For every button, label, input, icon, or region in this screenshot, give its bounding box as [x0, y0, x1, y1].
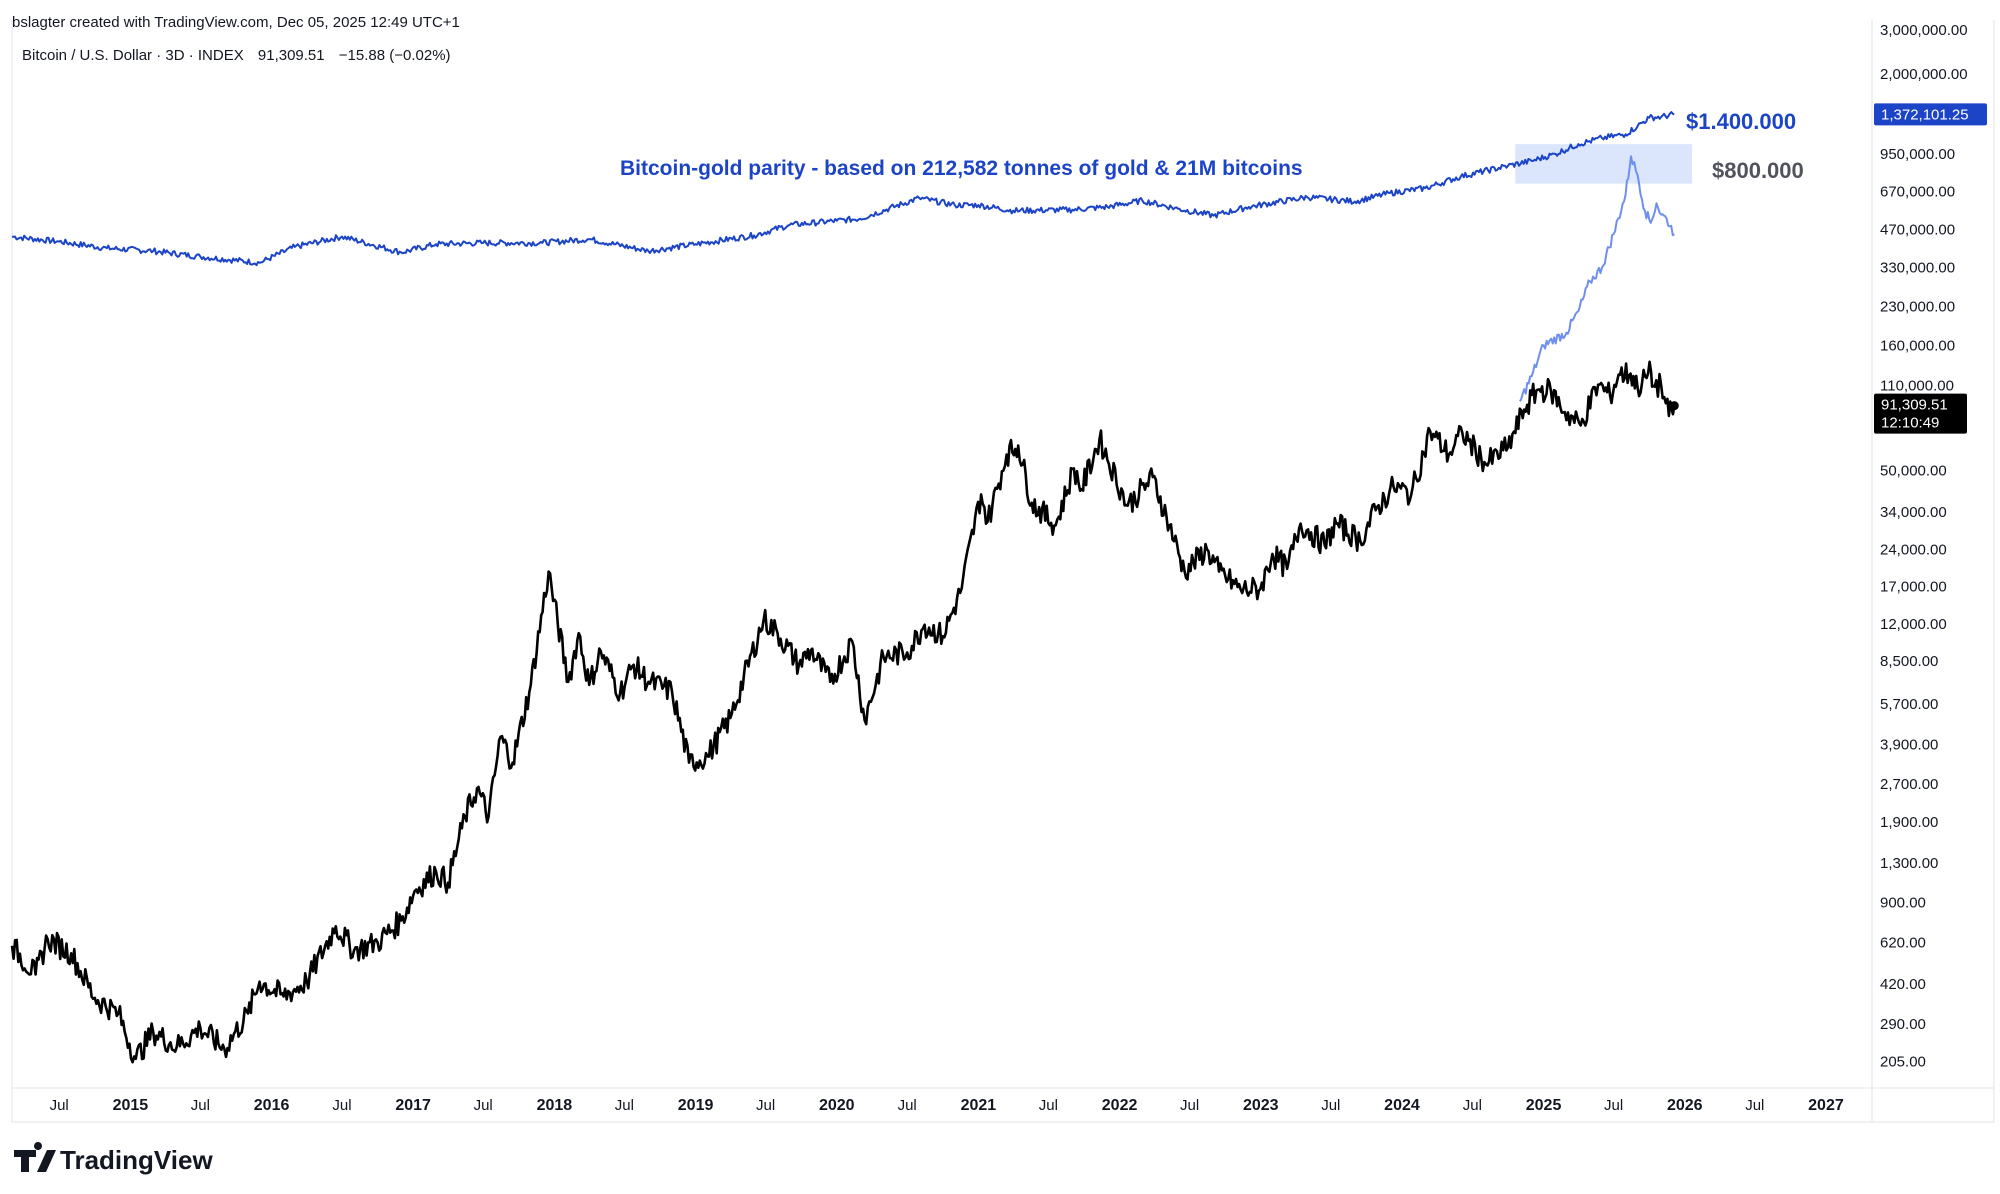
- x-tick-label: 2019: [678, 1097, 714, 1114]
- x-tick-label: 2015: [113, 1097, 149, 1114]
- y-tick-label: 50,000.00: [1880, 462, 1947, 479]
- price-change: −15.88 (−0.02%): [339, 47, 451, 64]
- symbol-name: Bitcoin / U.S. Dollar · 3D · INDEX: [22, 47, 244, 64]
- x-tick-label: 2020: [819, 1097, 855, 1114]
- gold-parity-projection-line: [1519, 155, 1675, 402]
- blue-price-tag-text: 1,372,101.25: [1881, 106, 1969, 123]
- y-tick-label: 620.00: [1880, 934, 1926, 951]
- y-tick-label: 17,000.00: [1880, 578, 1947, 595]
- x-tick-label: Jul: [756, 1097, 775, 1114]
- last-price: 91,309.51: [258, 47, 325, 64]
- x-tick-label: 2027: [1808, 1097, 1844, 1114]
- y-tick-label: 900.00: [1880, 894, 1926, 911]
- x-tick-label: 2022: [1102, 1097, 1138, 1114]
- y-tick-label: 5,700.00: [1880, 696, 1938, 713]
- parity-annotation: Bitcoin-gold parity - based on 212,582 t…: [620, 157, 1303, 180]
- plot-frame: [11, 20, 1995, 1123]
- y-tick-label: 24,000.00: [1880, 541, 1947, 558]
- y-tick-label: 205.00: [1880, 1053, 1926, 1070]
- x-tick-label: Jul: [332, 1097, 351, 1114]
- parity-highlight-box: [1515, 144, 1693, 184]
- black-price-tag: [1874, 393, 1967, 434]
- x-tick-label: Jul: [1039, 1097, 1058, 1114]
- y-tick-label: 670,000.00: [1880, 183, 1955, 200]
- x-tick-label: 2026: [1667, 1097, 1703, 1114]
- x-tick-label: 2016: [254, 1097, 290, 1114]
- y-tick-label: 12,000.00: [1880, 616, 1947, 633]
- y-tick-label: 1,900.00: [1880, 814, 1938, 831]
- black-price-tag-value: 91,309.51: [1881, 397, 1948, 414]
- x-tick-label: 2018: [537, 1097, 573, 1114]
- y-tick-label: 2,700.00: [1880, 776, 1938, 793]
- tradingview-logo: TradingView: [14, 1142, 213, 1175]
- y-tick-label: 950,000.00: [1880, 146, 1955, 163]
- y-tick-label: 3,900.00: [1880, 737, 1938, 754]
- tradingview-brand-text: TradingView: [60, 1145, 213, 1175]
- bitcoin-last-point: [1669, 401, 1679, 411]
- y-tick-label: 470,000.00: [1880, 222, 1955, 239]
- x-tick-label: Jul: [1321, 1097, 1340, 1114]
- y-tick-label: 3,000,000.00: [1880, 22, 1968, 39]
- x-tick-label: Jul: [1745, 1097, 1764, 1114]
- x-tick-label: Jul: [1604, 1097, 1623, 1114]
- x-tick-label: Jul: [1463, 1097, 1482, 1114]
- y-tick-label: 34,000.00: [1880, 504, 1947, 521]
- bitcoin-price-line: [10, 360, 1676, 1064]
- y-tick-label: 330,000.00: [1880, 260, 1955, 277]
- x-tick-label: Jul: [50, 1097, 69, 1114]
- gold-parity-line: [11, 111, 1675, 267]
- black-price-tag-time: 12:10:49: [1881, 415, 1939, 432]
- x-tick-label: 2025: [1526, 1097, 1562, 1114]
- x-tick-label: 2021: [961, 1097, 997, 1114]
- blue-price-tag: [1874, 103, 1987, 126]
- y-tick-label: 110,000.00: [1880, 378, 1954, 395]
- target-label-1400000: $1.400.000: [1686, 109, 1796, 134]
- symbol-line: Bitcoin / U.S. Dollar · 3D · INDEX 91,30…: [22, 47, 451, 64]
- y-tick-label: 230,000.00: [1880, 298, 1955, 315]
- x-tick-label: Jul: [1180, 1097, 1199, 1114]
- y-tick-label: 1,300.00: [1880, 855, 1938, 872]
- y-tick-label: 420.00: [1880, 976, 1926, 993]
- x-tick-label: Jul: [898, 1097, 917, 1114]
- credit-line: bslagter created with TradingView.com, D…: [12, 14, 460, 31]
- target-label-800000: $800.000: [1712, 158, 1804, 183]
- x-tick-label: Jul: [474, 1097, 493, 1114]
- y-tick-label: 2,000,000.00: [1880, 66, 1968, 83]
- x-tick-label: Jul: [191, 1097, 210, 1114]
- x-tick-label: Jul: [615, 1097, 634, 1114]
- y-tick-label: 8,500.00: [1880, 653, 1938, 670]
- x-tick-label: 2023: [1243, 1097, 1279, 1114]
- y-tick-label: 160,000.00: [1880, 337, 1955, 354]
- x-tick-label: 2024: [1384, 1097, 1420, 1114]
- y-tick-label: 290.00: [1880, 1016, 1926, 1033]
- tradingview-logo-icon: [14, 1142, 56, 1172]
- x-tick-label: 2017: [395, 1097, 431, 1114]
